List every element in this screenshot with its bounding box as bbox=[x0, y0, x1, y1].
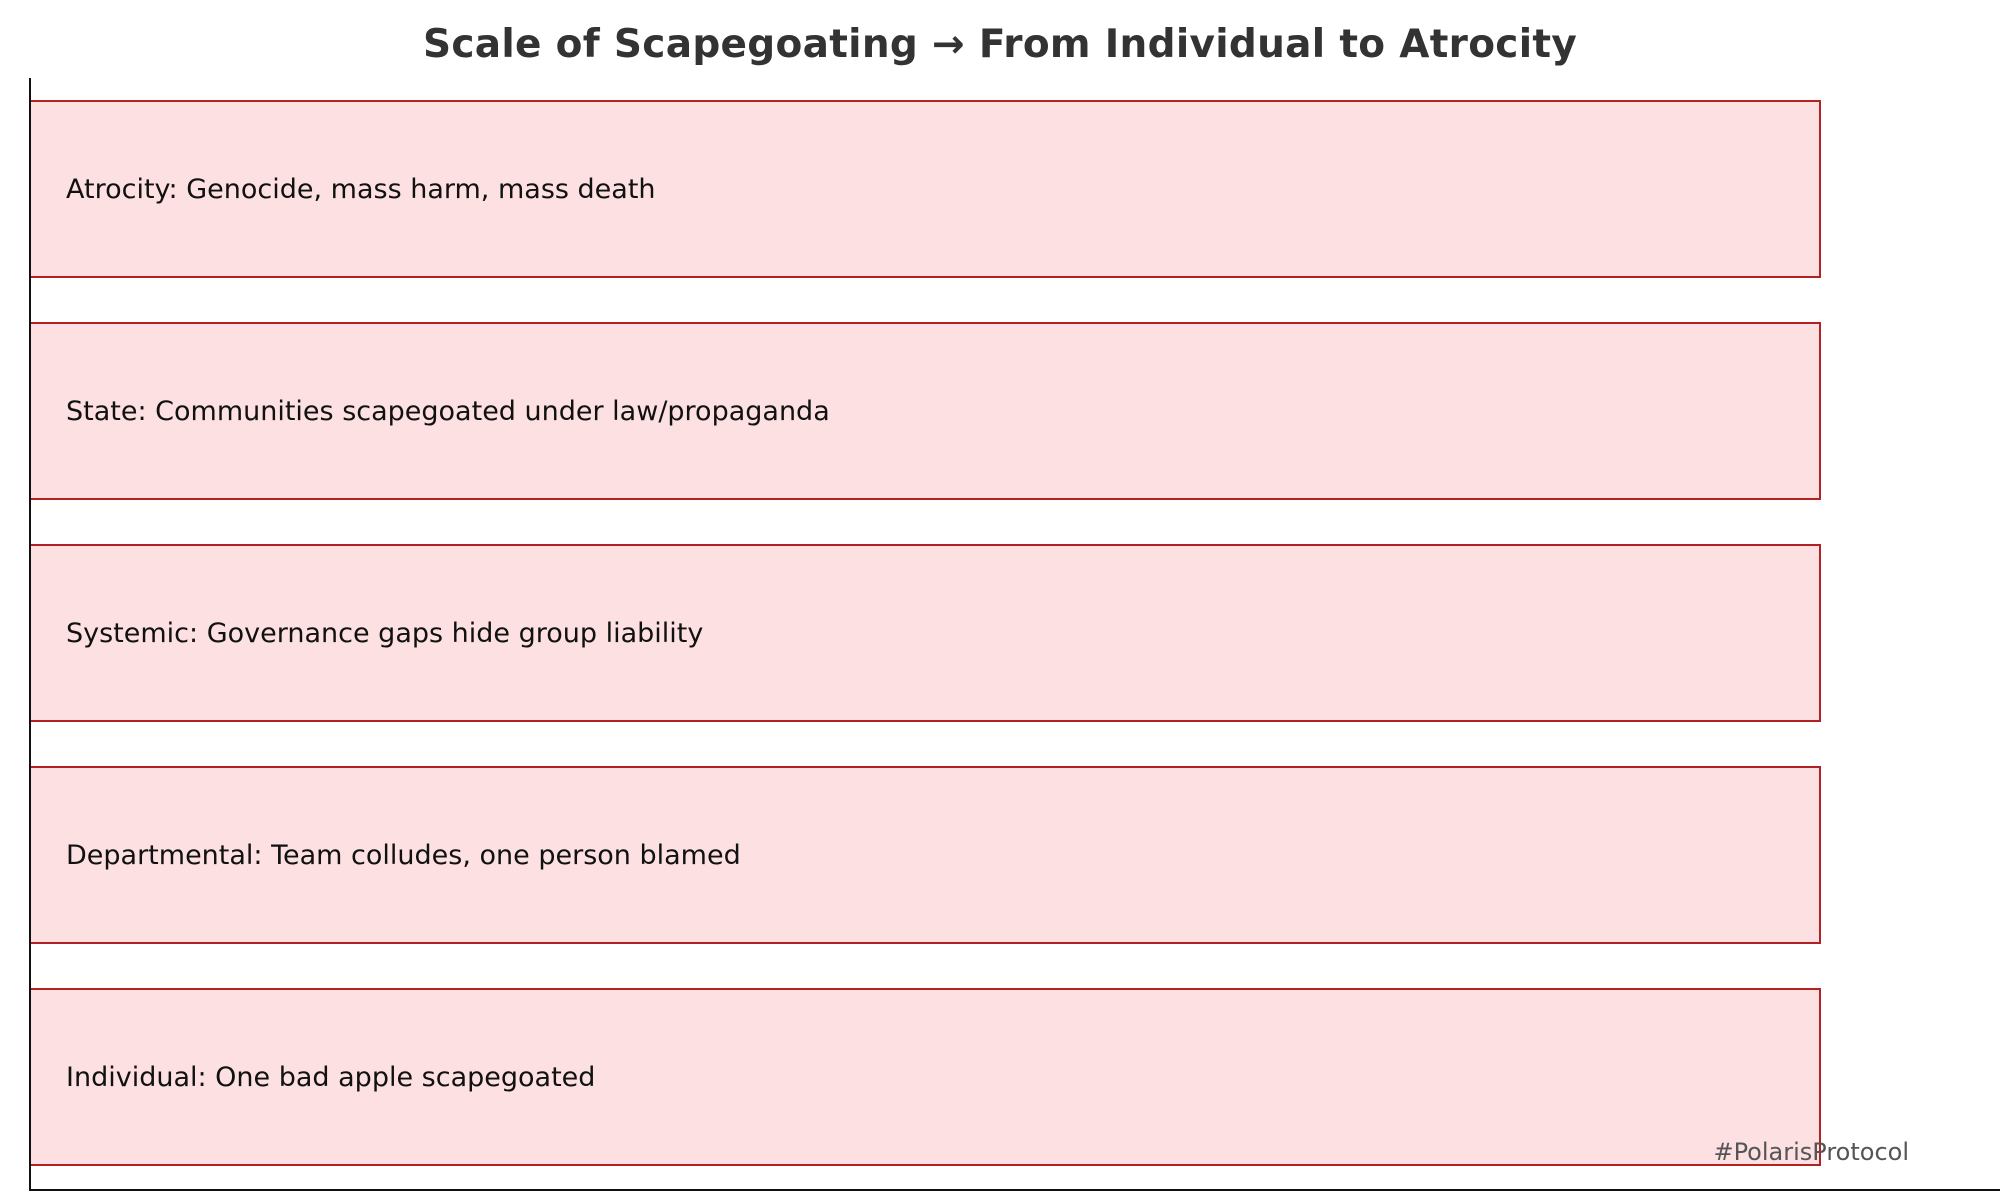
level-label-departmental: Departmental: Team colludes, one person … bbox=[66, 839, 741, 871]
level-box-state: State: Communities scapegoated under law… bbox=[31, 322, 1821, 500]
horizontal-axis-line bbox=[29, 1189, 2000, 1191]
level-box-individual: Individual: One bad apple scapegoated bbox=[31, 988, 1821, 1166]
level-label-individual: Individual: One bad apple scapegoated bbox=[66, 1061, 596, 1093]
watermark-hashtag: #PolarisProtocol bbox=[1713, 1138, 1909, 1166]
level-label-atrocity: Atrocity: Genocide, mass harm, mass deat… bbox=[66, 173, 656, 205]
diagram-title: Scale of Scapegoating → From Individual … bbox=[422, 22, 1578, 67]
level-label-systemic: Systemic: Governance gaps hide group lia… bbox=[66, 617, 704, 649]
scapegoating-levels-stack: Atrocity: Genocide, mass harm, mass deat… bbox=[31, 100, 1821, 1166]
vertical-axis-line bbox=[29, 78, 31, 1191]
level-box-departmental: Departmental: Team colludes, one person … bbox=[31, 766, 1821, 944]
level-label-state: State: Communities scapegoated under law… bbox=[66, 395, 830, 427]
level-box-atrocity: Atrocity: Genocide, mass harm, mass deat… bbox=[31, 100, 1821, 278]
level-box-systemic: Systemic: Governance gaps hide group lia… bbox=[31, 544, 1821, 722]
